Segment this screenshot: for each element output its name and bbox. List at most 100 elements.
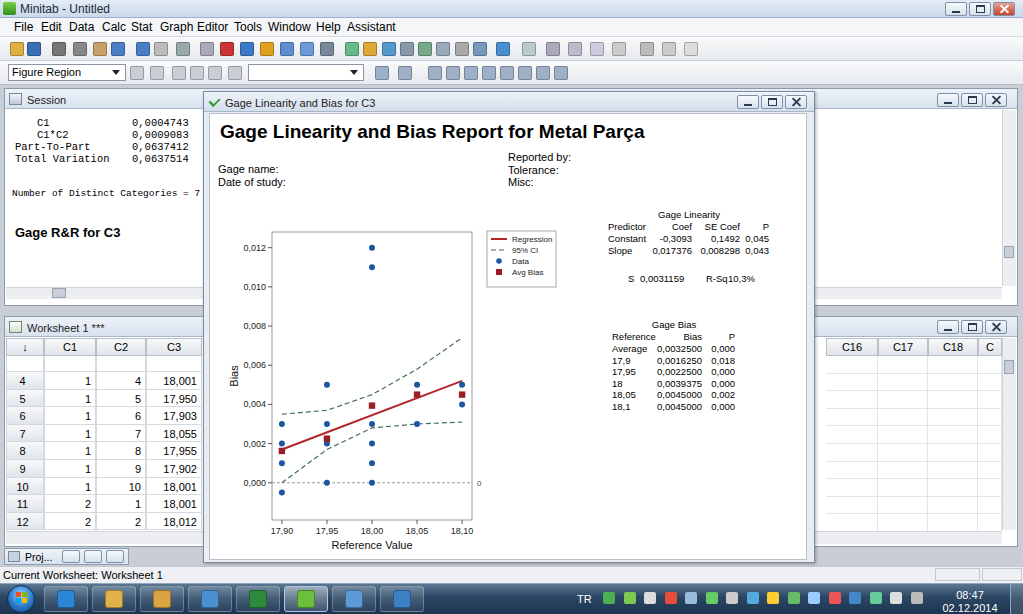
tray-icon[interactable] bbox=[788, 592, 800, 604]
start-button[interactable] bbox=[7, 585, 35, 613]
dropdown-value[interactable]: Figure Region bbox=[12, 66, 81, 79]
menu-item[interactable]: File bbox=[14, 21, 33, 35]
tray-icon[interactable] bbox=[849, 592, 861, 604]
tray-icon[interactable] bbox=[665, 592, 677, 604]
toolbar-icon[interactable] bbox=[546, 42, 560, 56]
maximize-button[interactable] bbox=[961, 320, 983, 334]
dropdown[interactable] bbox=[248, 64, 364, 81]
menu-item[interactable]: Data bbox=[69, 21, 94, 35]
menu-item[interactable]: Assistant bbox=[347, 21, 396, 35]
toolbar-icon[interactable] bbox=[172, 66, 186, 80]
minimize-button[interactable] bbox=[937, 320, 959, 334]
toolbar-icon[interactable] bbox=[375, 66, 389, 80]
menu-item[interactable]: Calc bbox=[102, 21, 126, 35]
toolbar-icon[interactable] bbox=[436, 42, 450, 56]
toolbar-icon[interactable] bbox=[27, 42, 41, 56]
toolbar-icon[interactable] bbox=[240, 42, 254, 56]
show-desktop[interactable] bbox=[1010, 584, 1023, 614]
toolbar-icon[interactable] bbox=[518, 66, 532, 80]
toolbar-icon[interactable] bbox=[418, 42, 432, 56]
toolbar-icon[interactable] bbox=[363, 42, 377, 56]
toolbar-icon[interactable] bbox=[52, 42, 66, 56]
toolbar-icon[interactable] bbox=[300, 42, 314, 56]
minimize-button[interactable] bbox=[737, 95, 759, 109]
maximize-button[interactable] bbox=[761, 95, 783, 109]
tray-icon[interactable] bbox=[890, 592, 902, 604]
toolbar-icon[interactable] bbox=[150, 66, 164, 80]
tray-icon[interactable] bbox=[603, 592, 615, 604]
close-button[interactable] bbox=[785, 95, 807, 109]
tray-icon[interactable] bbox=[767, 592, 779, 604]
toolbar-icon[interactable] bbox=[612, 42, 626, 56]
toolbar-icon[interactable] bbox=[554, 66, 568, 80]
tray-icon[interactable] bbox=[644, 592, 656, 604]
window-button[interactable] bbox=[106, 550, 124, 563]
tray-icon[interactable] bbox=[685, 592, 697, 604]
close-button[interactable] bbox=[985, 320, 1007, 334]
toolbar-icon[interactable] bbox=[522, 42, 536, 56]
toolbar-icon[interactable] bbox=[455, 42, 469, 56]
toolbar-icon[interactable] bbox=[280, 42, 294, 56]
menu-item[interactable]: Help bbox=[316, 21, 341, 35]
toolbar-icon[interactable] bbox=[684, 42, 698, 56]
toolbar-icon[interactable] bbox=[176, 42, 190, 56]
toolbar-icon[interactable] bbox=[154, 42, 168, 56]
toolbar-icon[interactable] bbox=[500, 66, 514, 80]
menu-item[interactable]: Stat bbox=[131, 21, 152, 35]
tray-icon[interactable] bbox=[726, 592, 738, 604]
toolbar-icon[interactable] bbox=[93, 42, 107, 56]
menu-item[interactable]: Edit bbox=[41, 21, 62, 35]
toolbar-icon[interactable] bbox=[428, 66, 442, 80]
toolbar-icon[interactable] bbox=[260, 42, 274, 56]
toolbar-icon[interactable] bbox=[228, 66, 242, 80]
toolbar-icon[interactable] bbox=[568, 42, 582, 56]
toolbar-icon[interactable] bbox=[482, 66, 496, 80]
minimize-button[interactable] bbox=[937, 93, 959, 107]
input-language[interactable]: TR bbox=[577, 593, 592, 606]
tray-icon[interactable] bbox=[829, 592, 841, 604]
maximize-button[interactable] bbox=[969, 2, 991, 16]
toolbar-icon[interactable] bbox=[640, 42, 654, 56]
scroll-thumb[interactable] bbox=[1004, 360, 1014, 374]
toolbar-icon[interactable] bbox=[590, 42, 604, 56]
menu-item[interactable]: Graph bbox=[160, 21, 193, 35]
close-button[interactable] bbox=[993, 2, 1015, 16]
tray-icon[interactable] bbox=[911, 592, 923, 604]
toolbar-icon[interactable] bbox=[496, 42, 510, 56]
toolbar-icon[interactable] bbox=[130, 66, 144, 80]
toolbar-icon[interactable] bbox=[208, 66, 222, 80]
toolbar-icon[interactable] bbox=[10, 42, 24, 56]
toolbar-icon[interactable] bbox=[464, 66, 478, 80]
toolbar-icon[interactable] bbox=[111, 42, 125, 56]
scroll-thumb[interactable] bbox=[52, 288, 66, 298]
tray-icon[interactable] bbox=[747, 592, 759, 604]
tray-icon[interactable] bbox=[706, 592, 718, 604]
toolbar-icon[interactable] bbox=[446, 66, 460, 80]
window-button[interactable] bbox=[84, 550, 102, 563]
cell-value: 17,955 bbox=[146, 445, 197, 458]
toolbar-icon[interactable] bbox=[136, 42, 150, 56]
toolbar-icon[interactable] bbox=[662, 42, 676, 56]
toolbar-icon[interactable] bbox=[345, 42, 359, 56]
toolbar-icon[interactable] bbox=[536, 66, 550, 80]
toolbar-icon[interactable] bbox=[473, 42, 487, 56]
menu-item[interactable]: Editor bbox=[197, 21, 228, 35]
toolbar-icon[interactable] bbox=[220, 42, 234, 56]
menu-item[interactable]: Tools bbox=[234, 21, 262, 35]
tray-icon[interactable] bbox=[870, 592, 882, 604]
toolbar-icon[interactable] bbox=[398, 66, 412, 80]
scroll-thumb[interactable] bbox=[1004, 246, 1014, 258]
tray-icon[interactable] bbox=[808, 592, 820, 604]
toolbar-icon[interactable] bbox=[73, 42, 87, 56]
toolbar-icon[interactable] bbox=[320, 42, 334, 56]
minimize-button[interactable] bbox=[945, 2, 967, 16]
menu-item[interactable]: Window bbox=[268, 21, 311, 35]
toolbar-icon[interactable] bbox=[382, 42, 396, 56]
toolbar-icon[interactable] bbox=[200, 42, 214, 56]
close-button[interactable] bbox=[985, 93, 1007, 107]
toolbar-icon[interactable] bbox=[190, 66, 204, 80]
toolbar-icon[interactable] bbox=[400, 42, 414, 56]
window-button[interactable] bbox=[62, 550, 80, 563]
maximize-button[interactable] bbox=[961, 93, 983, 107]
tray-icon[interactable] bbox=[624, 592, 636, 604]
